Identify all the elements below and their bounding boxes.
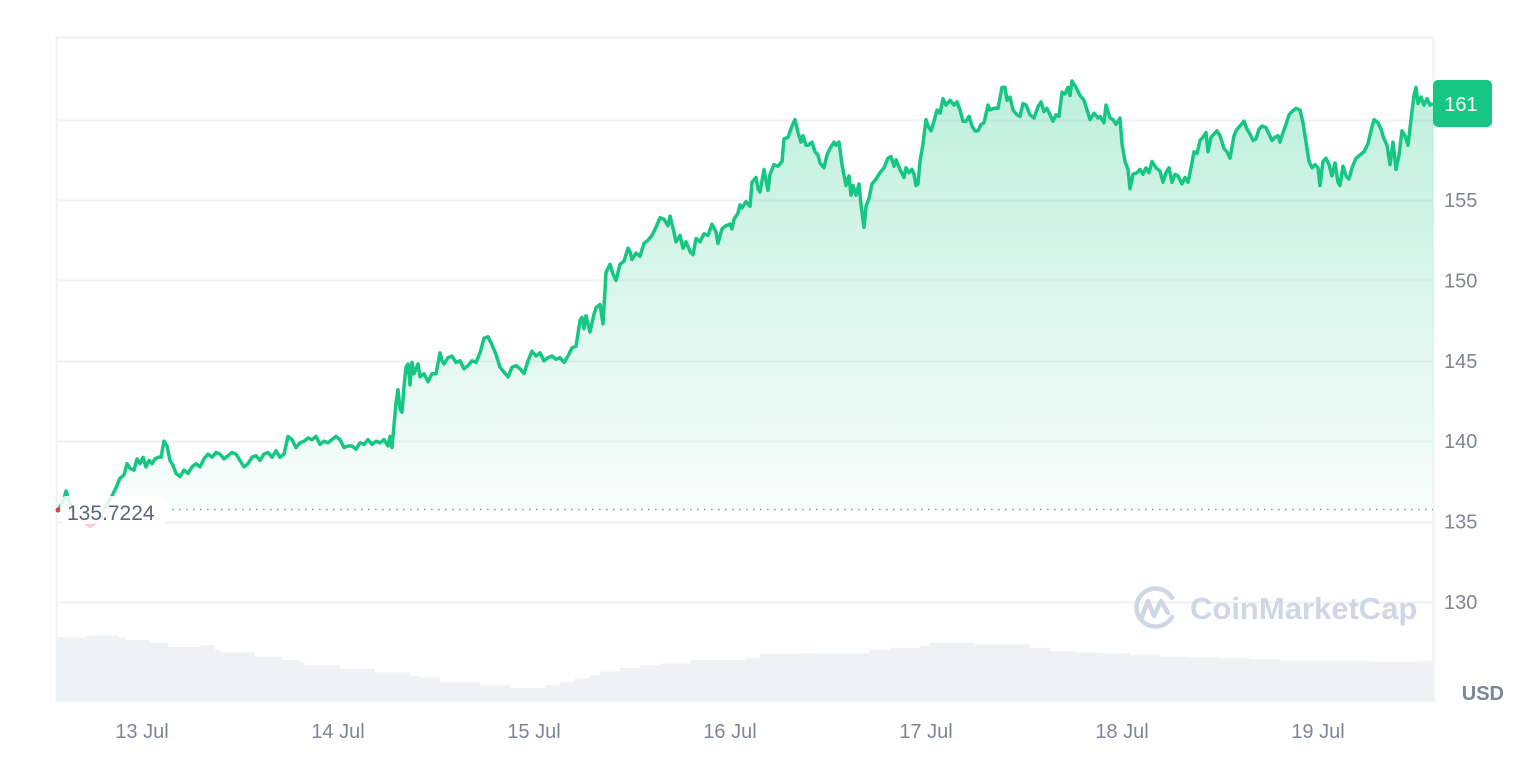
coinmarketcap-watermark: CoinMarketCap: [1134, 586, 1417, 629]
baseline-start-marker: [55, 507, 61, 513]
x-tick-label: 15 Jul: [507, 721, 560, 743]
x-tick-label: 13 Jul: [115, 721, 168, 743]
current-price-badge: 161: [1433, 80, 1492, 127]
volume-bars: [56, 635, 1433, 702]
watermark-text: CoinMarketCap: [1190, 591, 1417, 626]
y-tick-label: 150: [1444, 270, 1477, 292]
plot-frame: [55, 36, 1435, 702]
x-tick-label: 16 Jul: [703, 721, 756, 743]
x-tick-label: 14 Jul: [311, 721, 364, 743]
y-tick-label: 145: [1444, 351, 1477, 373]
coinmarketcap-logo-icon: [1134, 586, 1175, 629]
y-axis-labels: 130 135 140 145 150 155: [1444, 190, 1477, 614]
price-line[interactable]: [56, 79, 1434, 526]
currency-unit-label: USD: [1462, 683, 1504, 705]
x-axis-labels: 13 Jul 14 Jul 15 Jul 16 Jul 17 Jul 18 Jul 19 J…: [115, 721, 1344, 743]
y-tick-label: 130: [1444, 592, 1477, 614]
price-area-fill: [58, 81, 1433, 509]
x-tick-label: 17 Jul: [899, 721, 952, 743]
y-tick-label: 135: [1444, 512, 1477, 534]
current-price-text: 161: [1444, 94, 1477, 116]
y-tick-label: 140: [1444, 431, 1477, 453]
x-tick-label: 18 Jul: [1095, 721, 1148, 743]
baseline-value-text: 135.7224: [67, 502, 155, 525]
baseline-label: 135.7224: [60, 496, 168, 525]
y-tick-label: 155: [1444, 190, 1477, 212]
x-tick-label: 19 Jul: [1291, 721, 1344, 743]
